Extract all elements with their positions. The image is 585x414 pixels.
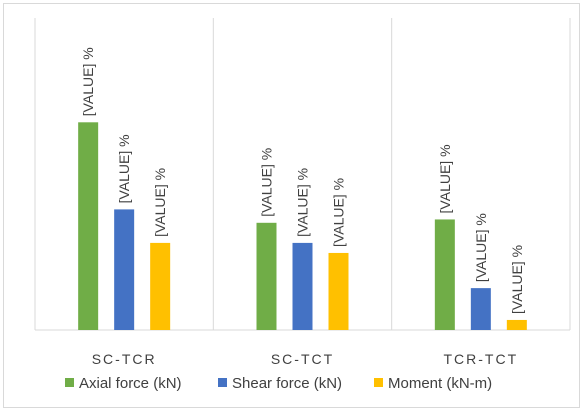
legend-swatch (374, 378, 383, 387)
category-label: SC-TCT (271, 351, 334, 367)
bar-sc-tcr-series-3 (150, 242, 171, 330)
data-label: [VALUE] % (152, 168, 168, 237)
legend-label: Axial force (kN) (79, 375, 182, 392)
data-label: [VALUE] % (259, 148, 275, 217)
bar-tcr-tct-series-1 (434, 219, 455, 330)
data-label: [VALUE] % (437, 144, 453, 213)
bar-sc-tcr-series-1 (78, 122, 99, 330)
legend-label: Shear force (kN) (232, 375, 342, 392)
bar-tcr-tct-series-3 (506, 319, 527, 330)
legend-swatch (65, 378, 74, 387)
data-label: [VALUE] % (473, 213, 489, 282)
chart-category-labels: SC-TCR SC-TCT TCR-TCT (92, 351, 519, 367)
category-label: SC-TCR (92, 351, 157, 367)
chart-data-labels: [VALUE] % [VALUE] % [VALUE] % [VALUE] % [VAL… (80, 47, 525, 314)
bar-sc-tct-series-2 (292, 242, 313, 330)
chart-legend: Axial force (kN) Shear force (kN) Moment (… (65, 375, 492, 392)
data-label: [VALUE] % (295, 168, 311, 237)
chart-bars (78, 122, 527, 330)
category-label: TCR-TCT (444, 351, 519, 367)
data-label: [VALUE] % (116, 134, 132, 203)
bar-tcr-tct-series-2 (470, 288, 491, 330)
data-label: [VALUE] % (331, 178, 347, 247)
bar-sc-tct-series-3 (328, 252, 349, 330)
bar-sc-tcr-series-2 (114, 209, 135, 330)
data-label: [VALUE] % (80, 47, 96, 116)
legend-swatch (218, 378, 227, 387)
legend-label: Moment (kN-m) (388, 375, 492, 392)
data-label: [VALUE] % (509, 245, 525, 314)
chart-frame (3, 3, 580, 408)
bar-sc-tct-series-1 (256, 222, 277, 330)
